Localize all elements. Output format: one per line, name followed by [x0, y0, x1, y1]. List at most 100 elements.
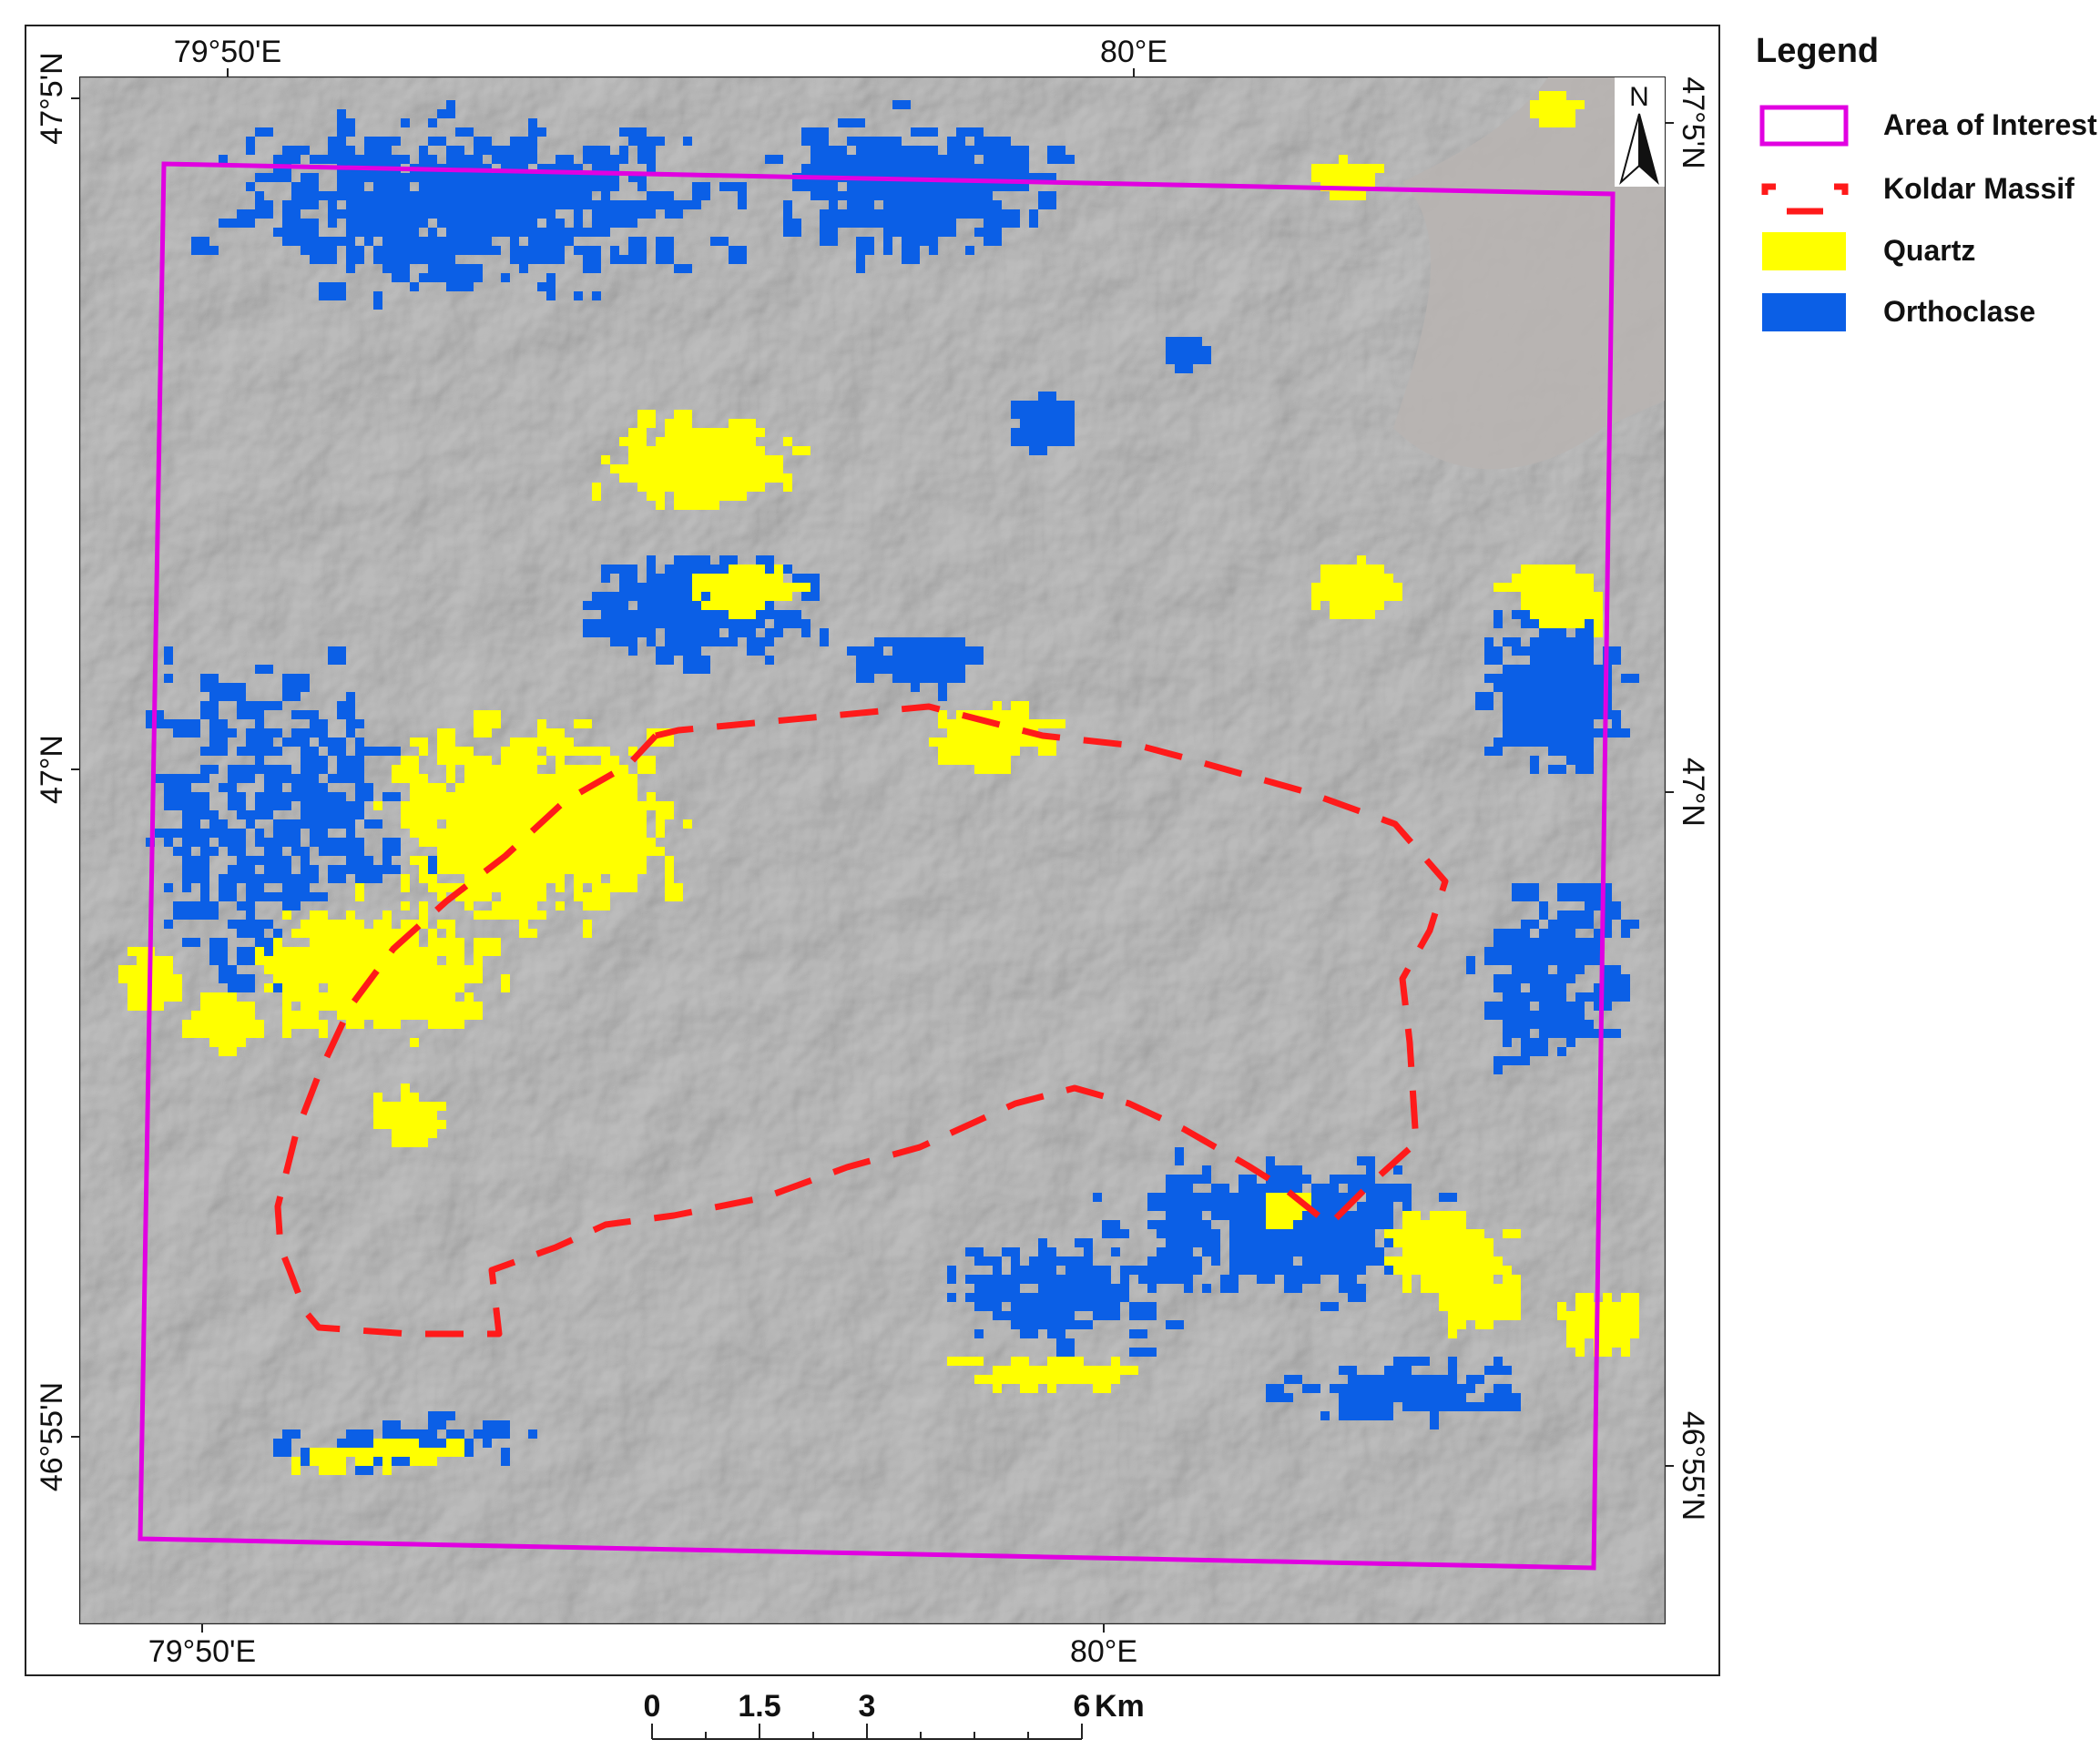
quartz-pixel — [401, 756, 419, 774]
orthoclase-pixel — [1530, 646, 1539, 656]
orthoclase-pixel — [1566, 1011, 1585, 1029]
orthoclase-pixel — [273, 728, 282, 738]
quartz-pixel — [692, 428, 701, 437]
quartz-pixel — [1521, 601, 1530, 610]
quartz-pixel — [364, 983, 382, 992]
orthoclase-pixel — [346, 246, 364, 255]
orthoclase-pixel — [310, 191, 328, 200]
orthoclase-pixel — [437, 255, 455, 273]
quartz-pixel — [574, 874, 583, 883]
orthoclase-pixel — [1293, 1247, 1311, 1256]
orthoclase-pixel — [291, 892, 301, 901]
orthoclase-pixel — [255, 127, 273, 137]
quartz-pixel — [219, 1020, 228, 1029]
orthoclase-pixel — [1585, 692, 1603, 701]
orthoclase-pixel — [191, 911, 209, 920]
legend: Legend Area of Interest Koldar Massif Qu… — [1756, 32, 2097, 331]
orthoclase-pixel — [920, 146, 929, 155]
orthoclase-pixel — [647, 191, 665, 200]
quartz-pixel — [1421, 1266, 1439, 1284]
quartz-pixel — [592, 865, 610, 874]
quartz-pixel — [1484, 1256, 1503, 1266]
orthoclase-pixel — [428, 1411, 446, 1429]
quartz-pixel — [492, 765, 501, 783]
orthoclase-pixel — [965, 1247, 984, 1256]
quartz-pixel — [382, 1002, 392, 1020]
quartz-pixel — [583, 774, 601, 783]
orthoclase-pixel — [246, 956, 255, 965]
orthoclase-pixel — [1603, 901, 1621, 920]
quartz-pixel — [665, 865, 674, 883]
orthoclase-pixel — [291, 783, 310, 801]
orthoclase-pixel — [1466, 1375, 1484, 1384]
orthoclase-pixel — [902, 146, 911, 155]
quartz-pixel — [264, 956, 282, 965]
quartz-pixel — [355, 956, 364, 965]
orthoclase-pixel — [237, 847, 246, 856]
orthoclase-pixel — [929, 209, 938, 228]
quartz-pixel — [783, 473, 792, 492]
orthoclase-pixel — [1193, 1229, 1202, 1238]
quartz-pixel — [628, 856, 647, 874]
orthoclase-pixel — [1193, 355, 1202, 364]
orthoclase-pixel — [1065, 155, 1075, 164]
quartz-pixel — [528, 929, 537, 938]
orthoclase-pixel — [1539, 710, 1566, 719]
orthoclase-pixel — [282, 883, 310, 892]
quartz-pixel — [583, 783, 592, 801]
orthoclase-pixel — [355, 865, 382, 883]
quartz-pixel — [537, 838, 556, 856]
orthoclase-pixel — [291, 200, 310, 209]
orthoclase-pixel — [1047, 1329, 1065, 1338]
quartz-pixel — [328, 1457, 337, 1466]
koldar-massif-outline — [274, 703, 1449, 1338]
quartz-pixel — [1575, 574, 1594, 583]
orthoclase-pixel — [683, 610, 692, 619]
quartz-pixel — [583, 747, 601, 756]
orthoclase-pixel — [310, 710, 319, 719]
orthoclase-pixel — [1585, 1029, 1594, 1038]
quartz-pixel — [519, 920, 528, 938]
orthoclase-pixel — [1229, 1256, 1248, 1266]
quartz-pixel — [501, 792, 519, 801]
orthoclase-pixel — [310, 255, 319, 264]
quartz-pixel — [346, 956, 355, 965]
orthoclase-pixel — [483, 1439, 492, 1448]
orthoclase-pixel — [483, 200, 510, 219]
orthoclase-pixel — [1011, 401, 1029, 419]
orthoclase-pixel — [246, 901, 255, 911]
quartz-pixel — [355, 947, 364, 956]
orthoclase-pixel — [683, 656, 701, 674]
quartz-pixel — [301, 974, 310, 992]
orthoclase-pixel — [601, 610, 610, 619]
quartz-pixel — [382, 911, 392, 929]
scale-bar: 0 1.5 3 6 Km — [644, 1689, 1145, 1740]
orthoclase-pixel — [1503, 1038, 1512, 1047]
orthoclase-pixel — [373, 291, 382, 310]
orthoclase-pixel — [1002, 182, 1011, 191]
orthoclase-pixel — [464, 173, 474, 182]
orthoclase-pixel — [401, 246, 419, 264]
orthoclase-pixel — [264, 874, 282, 883]
orthoclase-pixel — [1466, 1384, 1475, 1393]
orthoclase-pixel — [382, 246, 401, 255]
orthoclase-pixel — [1493, 1357, 1503, 1366]
quartz-pixel — [373, 1439, 382, 1448]
quartz-pixel — [1475, 1320, 1484, 1329]
orthoclase-pixel — [1439, 1193, 1457, 1202]
orthoclase-pixel — [1320, 1238, 1330, 1247]
orthoclase-pixel — [1548, 992, 1566, 1011]
orthoclase-pixel — [182, 819, 191, 838]
orthoclase-pixel — [328, 738, 346, 756]
orthoclase-pixel — [1011, 1293, 1038, 1302]
orthoclase-pixel — [1512, 710, 1521, 719]
quartz-pixel — [410, 1439, 419, 1448]
orthoclase-pixel — [838, 118, 865, 127]
quartz-pixel — [483, 829, 510, 838]
orthoclase-pixel — [874, 219, 902, 228]
orthoclase-pixel — [301, 173, 319, 191]
orthoclase-pixel — [1211, 1184, 1229, 1202]
orthoclase-pixel — [182, 801, 191, 819]
quartz-pixel — [1002, 710, 1011, 719]
quartz-pixel — [1311, 164, 1320, 182]
